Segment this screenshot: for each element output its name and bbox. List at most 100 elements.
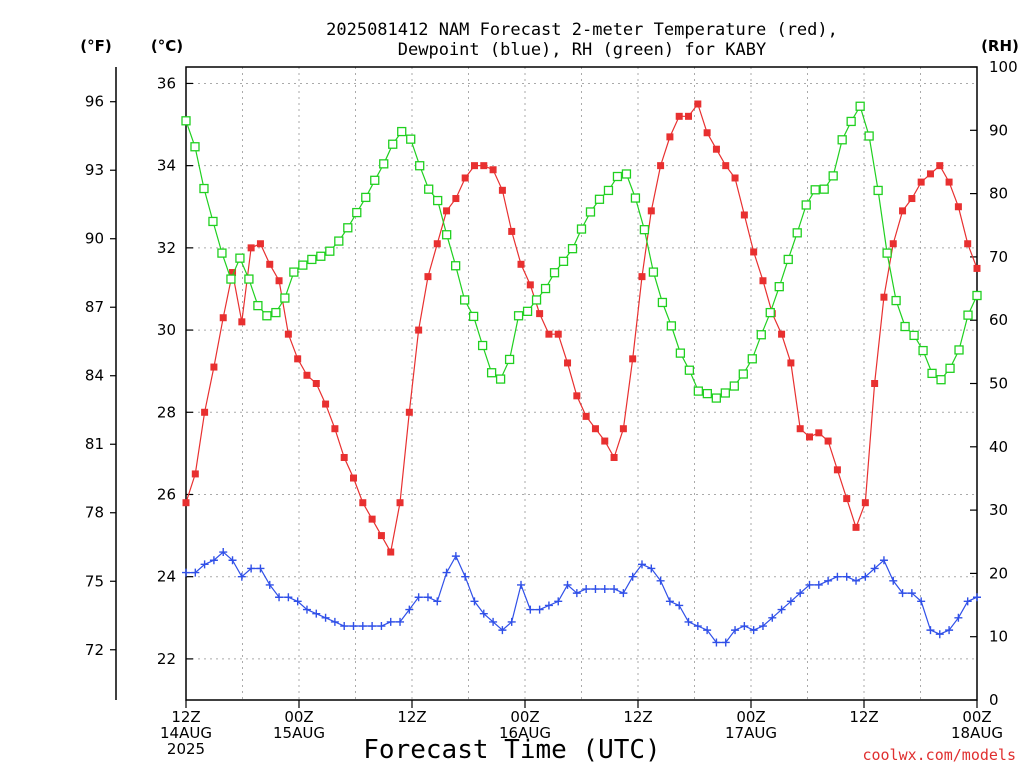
rh-point [675,348,686,358]
chart-title-line-1: 2025081412 NAM Forecast 2-meter Temperat… [326,20,838,40]
dewpoint-point [926,626,935,635]
rh-point [307,254,317,265]
x-tick-label-line: 18AUG [951,724,1003,742]
temperature-point [564,359,572,367]
rh-tick-label: 50 [989,375,1008,393]
rh-point [648,267,659,277]
dewpoint-point [833,572,842,581]
temperature-point [461,174,469,182]
rh-tick-label: 100 [989,58,1018,76]
dewpoint-point [489,617,498,626]
dewpoint-point [563,580,572,589]
temperature-point [954,203,962,211]
temperature-point [778,330,786,338]
rh-point [504,354,515,365]
x-tick-label-line: 12Z [397,708,426,726]
rh-point [271,307,281,318]
temperature-point [899,207,907,215]
celsius-tick-label: 36 [157,74,176,92]
rh-point [361,192,371,203]
temperature-point [964,240,972,248]
dewpoint-point [879,556,888,565]
rh-point [406,134,416,144]
dewpoint-point [684,617,693,626]
dewpoint-point [302,605,311,614]
fahrenheit-tick-label: 90 [85,230,104,248]
rh-point [873,185,883,196]
dewpoint-point [870,564,879,573]
dewpoint-point [637,560,646,569]
celsius-tick-label: 22 [157,650,176,668]
dewpoint-point [461,572,470,581]
rh-tick-label: 70 [989,248,1008,266]
dewpoint-point [973,593,981,602]
temperature-point [377,532,385,540]
dewpoint-point [693,622,702,631]
x-tick-label-line: 00Z [510,708,539,726]
dewpoint-point [182,568,190,577]
temperature-point [740,211,748,219]
rh-point [603,185,614,196]
rh-point [208,216,218,227]
dewpoint-point [600,585,609,594]
rh-tick-label: 30 [989,501,1008,519]
x-axis-label: Forecast Time (UTC) [363,735,660,765]
temperature-line [185,102,978,554]
rh-point [747,354,757,364]
temperature-point [824,437,832,445]
rh-point [684,365,695,375]
temperature-point [554,330,562,338]
dewpoint-point [554,597,563,606]
rh-point [235,253,245,263]
temperature-point [443,207,451,215]
celsius-tick-label: 26 [157,485,176,503]
rh-point [486,368,497,378]
x-tick-label-line: 00Z [284,708,313,726]
temperature-point [331,425,339,433]
temperature-point [266,260,274,268]
x-tick-label: 12Z [623,708,652,726]
temperature-point [601,437,609,445]
data-series [181,100,982,647]
temperature-point [219,314,227,322]
rh-point [936,375,946,385]
temperature-point [508,227,516,235]
dewpoint-point [917,597,926,606]
rh-point [864,131,874,141]
temperature-point [433,240,441,248]
x-tick-label: 00Z 15AUG [273,708,325,742]
temperature-point [852,523,860,531]
celsius-tick-label: 30 [157,321,176,339]
fahrenheit-tick-label: 96 [85,93,104,111]
rh-point [352,207,362,218]
rh-point [181,116,191,126]
dewpoint-point [619,589,628,598]
rh-point [531,295,542,305]
temperature-point [703,129,711,137]
temperature-point [722,162,730,170]
rh-point [567,244,578,254]
temperature-point [573,392,581,400]
dewpoint-point [209,556,218,565]
dewpoint-point [610,585,619,594]
temperature-point [312,380,320,387]
rh-point [594,194,605,204]
temperature-point [256,240,264,248]
rh-point [837,135,847,145]
rh-point [477,340,488,351]
dewpoint-point [498,626,507,635]
celsius-unit-label: (°C) [151,37,183,55]
fahrenheit-tick-label: 84 [85,367,104,385]
rh-point [855,101,865,111]
rh-point [424,184,434,194]
rh-point [720,388,730,398]
fahrenheit-tick-label: 75 [85,572,104,590]
temperature-point [694,100,702,108]
dewpoint-point [777,605,786,614]
temperature-point [638,273,646,281]
dewpoint-point [405,605,414,614]
rh-point [783,254,793,265]
dewpoint-point [349,622,358,631]
dewpoint-point [358,622,367,631]
rh-point [639,225,650,235]
